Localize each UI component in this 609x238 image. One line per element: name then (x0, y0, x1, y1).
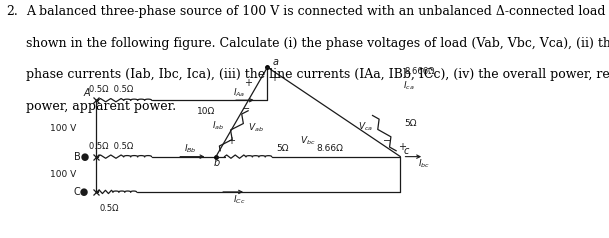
Text: $I_{ca}$: $I_{ca}$ (403, 79, 414, 92)
Text: 10Ω: 10Ω (197, 107, 215, 116)
Text: 0.5Ω: 0.5Ω (100, 204, 119, 213)
Text: a: a (273, 57, 278, 67)
Text: c: c (403, 146, 409, 156)
Text: C●: C● (74, 187, 89, 197)
Text: 8.66Ω: 8.66Ω (316, 144, 343, 154)
Text: shown in the following figure. Calculate (i) the phase voltages of load (Vab, Vb: shown in the following figure. Calculate… (26, 37, 609, 50)
Text: 100 V: 100 V (50, 124, 77, 133)
Text: 2.: 2. (7, 5, 18, 18)
Text: $I_{Aa}$: $I_{Aa}$ (233, 86, 246, 99)
Text: b: b (214, 158, 220, 168)
Text: +: + (270, 73, 278, 83)
Text: A: A (84, 88, 91, 98)
Text: +: + (227, 136, 234, 146)
Text: $I_{bc}$: $I_{bc}$ (418, 157, 430, 169)
Text: 8.666Ω: 8.666Ω (405, 67, 435, 76)
Text: power, apparent power.: power, apparent power. (26, 100, 177, 113)
Text: $I_{ab}$: $I_{ab}$ (212, 119, 224, 132)
Text: +: + (244, 78, 252, 88)
Text: $I_{Bb}$: $I_{Bb}$ (184, 143, 197, 155)
Text: −: − (242, 104, 250, 114)
Text: 0.5Ω  0.5Ω: 0.5Ω 0.5Ω (89, 85, 133, 94)
Text: B●: B● (74, 152, 89, 162)
Text: $I_{Cc}$: $I_{Cc}$ (233, 193, 246, 206)
Text: $V_{ab}$: $V_{ab}$ (248, 122, 264, 134)
Text: 100 V: 100 V (50, 170, 77, 179)
Text: 5Ω: 5Ω (276, 144, 289, 154)
Text: 5Ω: 5Ω (405, 119, 417, 128)
Text: −: − (383, 136, 392, 146)
Text: $V_{ca}$: $V_{ca}$ (357, 121, 373, 133)
Text: 0.5Ω  0.5Ω: 0.5Ω 0.5Ω (89, 143, 133, 151)
Text: +: + (398, 142, 406, 152)
Text: phase currents (Iab, Ibc, Ica), (iii) the line currents (IAa, IBb, ICc), (iv) th: phase currents (Iab, Ibc, Ica), (iii) th… (26, 69, 609, 81)
Text: $V_{bc}$: $V_{bc}$ (300, 135, 315, 147)
Text: A balanced three-phase source of 100 V is connected with an unbalanced Δ-connect: A balanced three-phase source of 100 V i… (26, 5, 609, 18)
